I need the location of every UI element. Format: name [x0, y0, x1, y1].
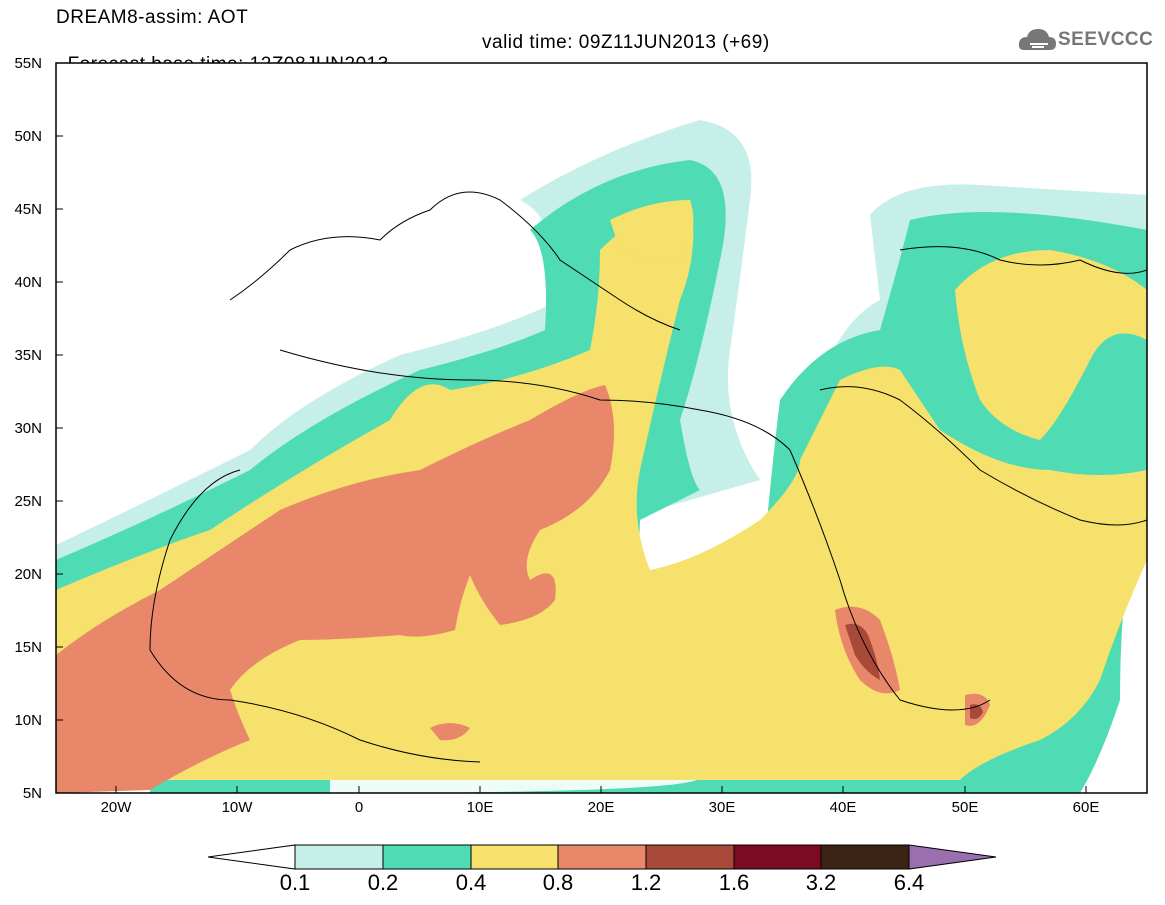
seevccc-logo [1018, 29, 1056, 50]
lat-label: 55N [14, 55, 42, 72]
lat-label: 40N [14, 274, 42, 291]
lat-label: 50N [14, 128, 42, 145]
colorbar-label: 0.4 [455, 870, 487, 895]
lat-label: 10N [14, 712, 42, 729]
colorbar-cell [557, 844, 647, 870]
colorbar-cell [733, 844, 822, 870]
longitude-axis: 20W 10W 0 10E 20E 30E 40E 50E 60E [101, 786, 1100, 816]
colorbar-label: 0.8 [542, 870, 574, 895]
colorbar-label: 3.2 [805, 870, 837, 895]
colorbar-cell [820, 844, 910, 870]
cloud-icon [1018, 29, 1056, 50]
aot-level-1.2 [845, 623, 983, 720]
lat-label: 20N [14, 566, 42, 583]
logo-text: SEEVCCC [1058, 29, 1154, 50]
lon-label: 10E [467, 799, 494, 816]
latitude-axis: 55N 50N 45N 40N 35N 30N 25N 20N 15N 10N … [14, 55, 63, 802]
colorbar-cell [382, 844, 472, 870]
colorbar-label: 0.1 [279, 870, 311, 895]
coastlines [149, 191, 1147, 763]
colorbar-cell [470, 844, 559, 870]
lon-label: 10W [222, 799, 254, 816]
lon-label: 50E [952, 799, 979, 816]
lon-label: 0 [355, 799, 363, 816]
lon-label: 40E [830, 799, 857, 816]
colorbar-cell [645, 844, 735, 870]
lon-label: 20E [588, 799, 615, 816]
lat-label: 45N [14, 201, 42, 218]
colorbar-label: 0.2 [367, 870, 399, 895]
lat-label: 35N [14, 347, 42, 364]
lon-label: 20W [101, 799, 133, 816]
lon-label: 60E [1073, 799, 1100, 816]
colorbar-high-arrow [908, 844, 997, 870]
colorbar-low-arrow [207, 844, 296, 870]
colorbar-label: 1.6 [718, 870, 750, 895]
lat-label: 5N [23, 785, 42, 802]
colorbar-label: 1.2 [630, 870, 662, 895]
map-title: DREAM8-assim: AOT [56, 7, 249, 28]
lat-label: 30N [14, 420, 42, 437]
colorbar-cell [294, 844, 384, 870]
colorbar-label: 6.4 [893, 870, 925, 895]
valid-time: valid time: 09Z11JUN2013 (+69) [482, 32, 770, 53]
lat-label: 25N [14, 493, 42, 510]
aot-field [56, 63, 1147, 793]
lat-label: 15N [14, 639, 42, 656]
lon-label: 30E [709, 799, 736, 816]
colorbar [207, 844, 997, 870]
